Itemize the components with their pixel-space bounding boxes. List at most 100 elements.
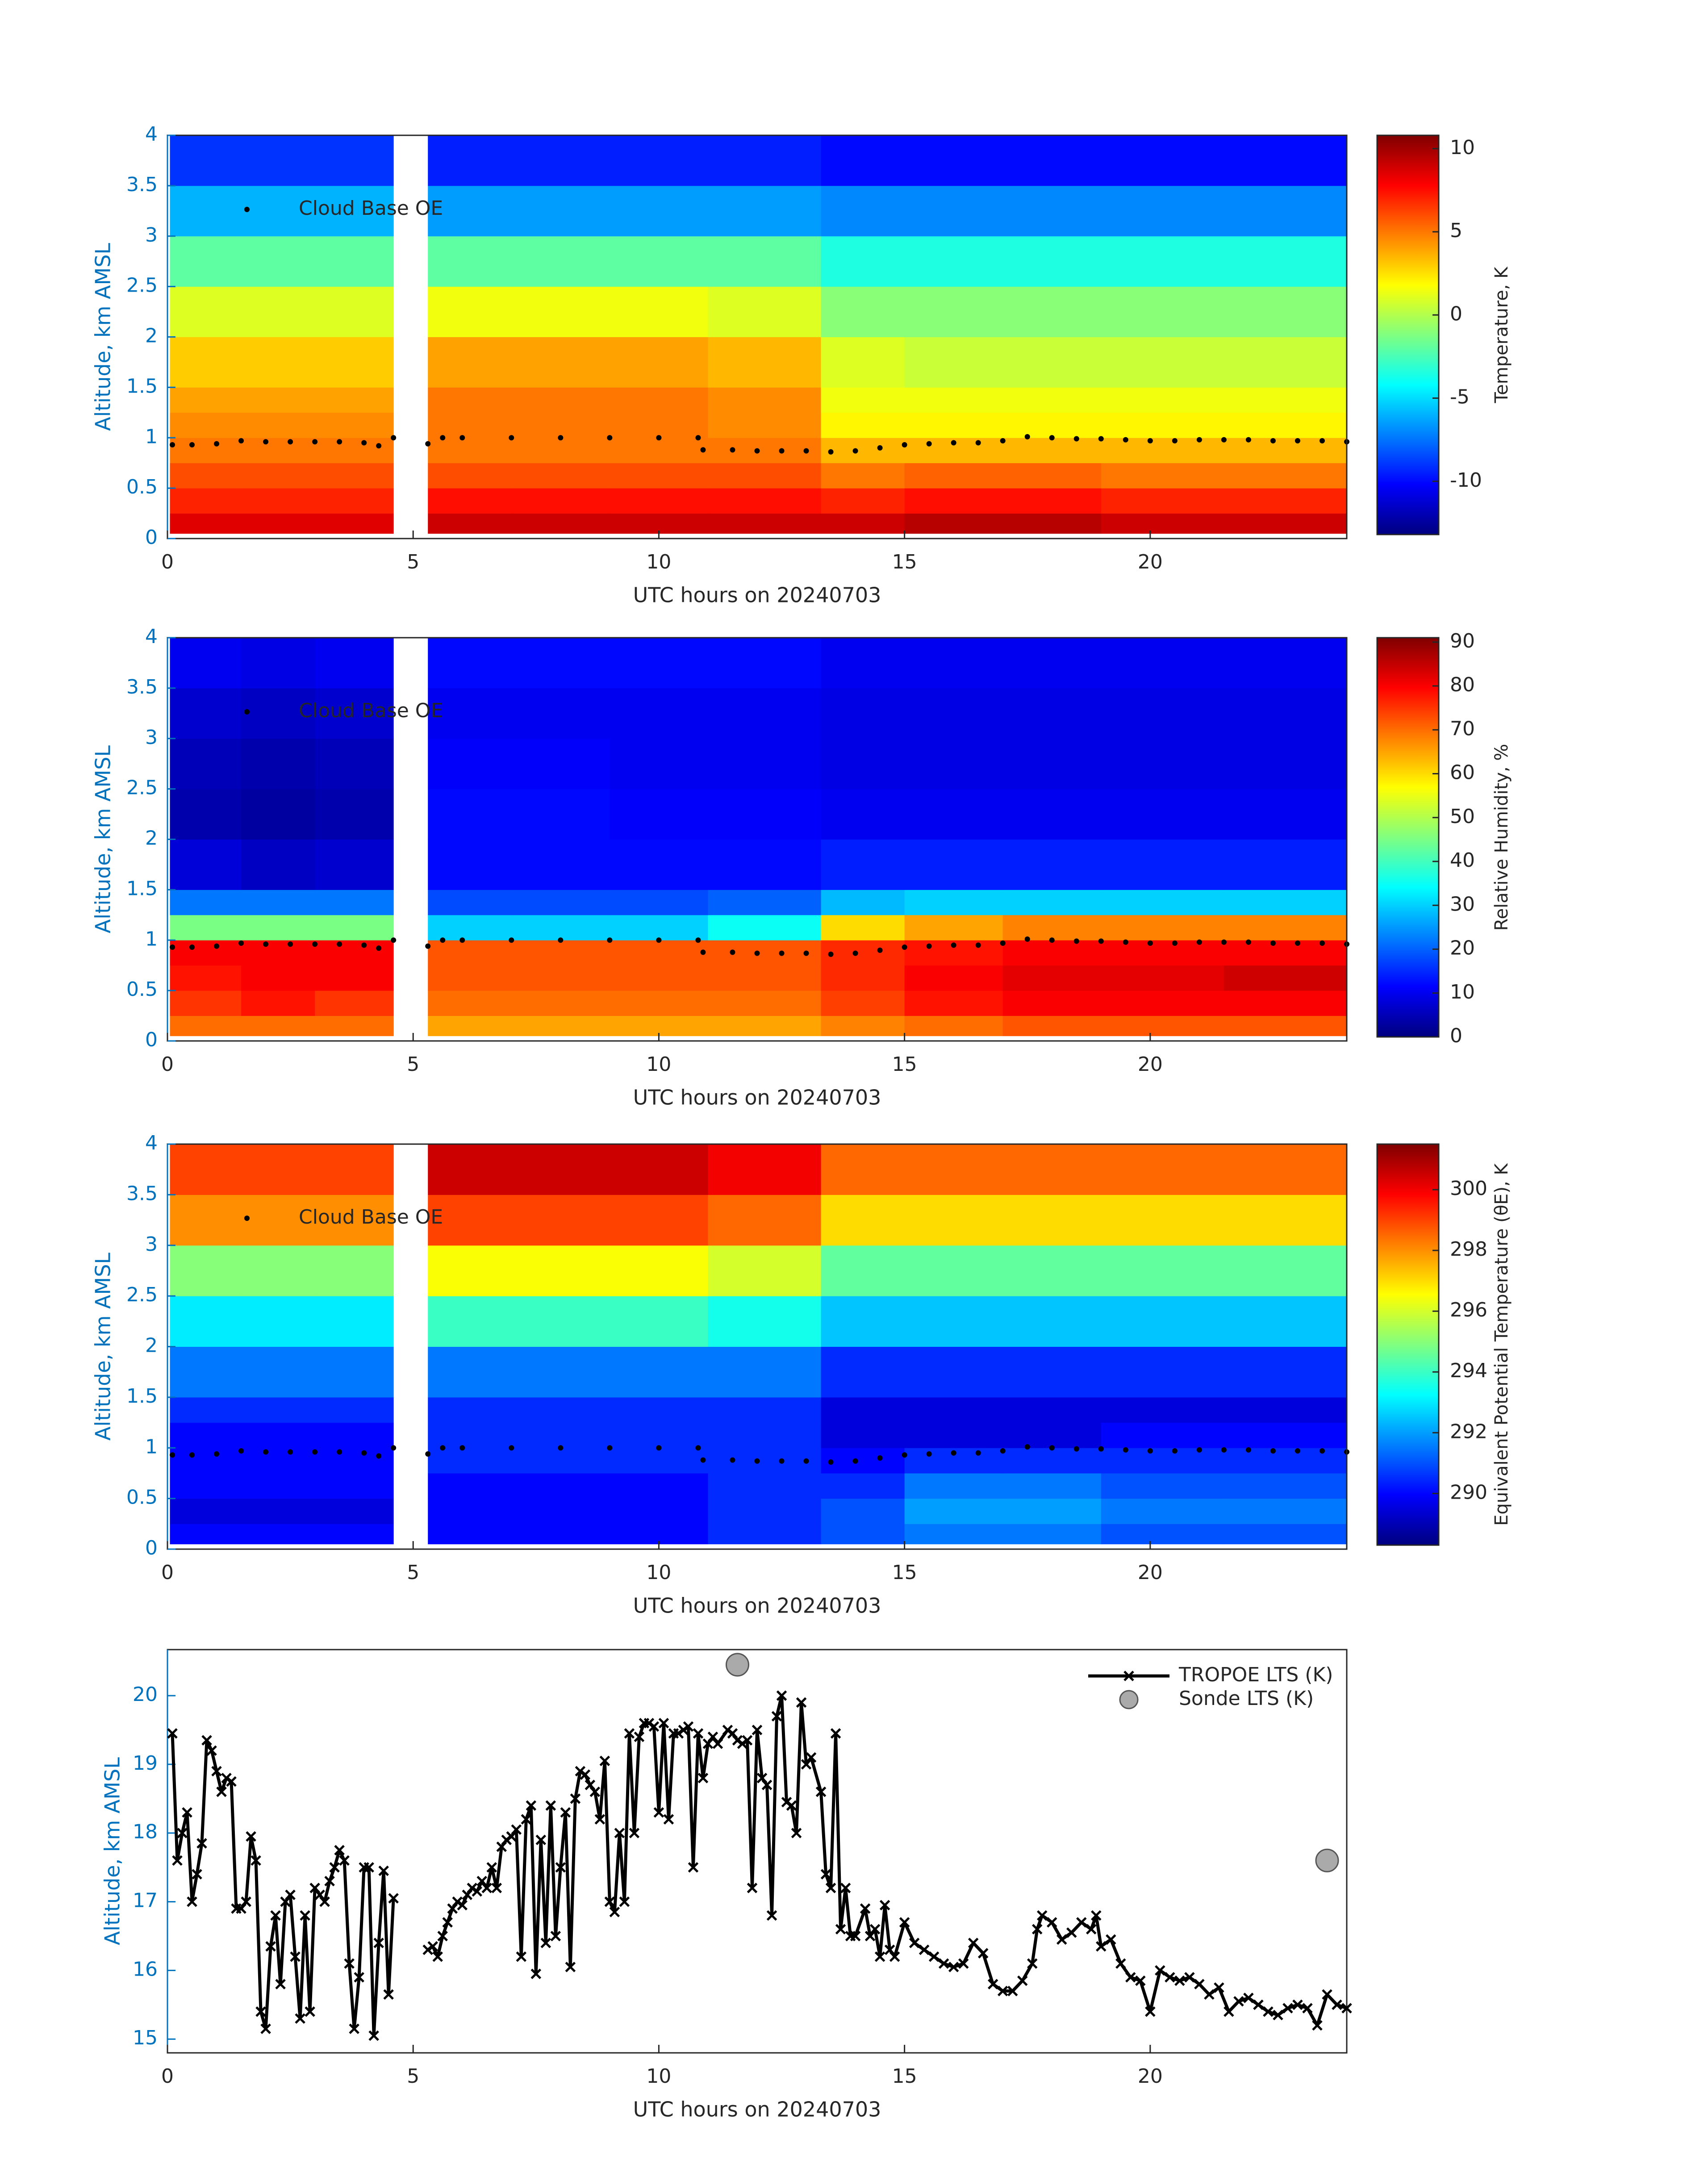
heatmap-cell (170, 688, 242, 739)
heatmap-cell (821, 1473, 905, 1499)
heatmap-cell (1224, 185, 1347, 237)
cloud-base-point (754, 1458, 760, 1464)
heatmap-cell (610, 1524, 708, 1545)
heatmap-cell (315, 135, 394, 186)
heatmap-cell (511, 1296, 610, 1347)
point-marker (1302, 2003, 1313, 2014)
heatmap-cell (610, 965, 708, 991)
heatmap-cell (428, 1144, 512, 1195)
y-tick-label: 3 (145, 224, 158, 247)
point-marker (609, 1906, 620, 1918)
cloud-base-point (1123, 939, 1128, 945)
point-marker (599, 1755, 610, 1766)
heatmap-cell (511, 789, 610, 840)
heatmap-cell (1224, 839, 1347, 890)
point-marker (919, 1944, 930, 1956)
point-marker (756, 1772, 768, 1784)
cloud-base-point (1319, 1448, 1325, 1454)
heatmap-cell (170, 1448, 242, 1474)
y-tick-label: 4 (145, 625, 158, 648)
heatmap-cell (511, 638, 610, 689)
heatmap-cell (821, 513, 905, 534)
heatmap-cell (315, 513, 394, 534)
x-tick-label: 20 (1138, 1561, 1163, 1584)
cloud-base-point (1295, 1448, 1300, 1454)
heatmap-cell (315, 738, 394, 790)
heatmap-cell (511, 387, 610, 413)
heatmap-cell (708, 789, 822, 840)
cloud-base-point (238, 1448, 244, 1454)
heatmap-cell (904, 638, 1003, 689)
cloud-base-point (288, 1449, 293, 1455)
heatmap-cell (708, 1422, 822, 1448)
heatmap-cell (511, 965, 610, 991)
heatmap-cell (904, 965, 1003, 991)
colorbar-tick-label: 90 (1450, 630, 1475, 652)
point-marker (653, 1807, 664, 1818)
heatmap-cell (1002, 135, 1102, 186)
heatmap-cell (904, 463, 1003, 489)
heatmap-cell (1002, 488, 1102, 514)
cloud-base-point (1245, 939, 1251, 945)
colorbar (1376, 134, 1440, 535)
heatmap-cell (1101, 1144, 1224, 1195)
point-marker (211, 1766, 222, 1777)
point-marker (368, 2030, 379, 2041)
heatmap-cell (1224, 990, 1347, 1016)
point-marker (899, 1917, 910, 1928)
cloud-base-point (852, 1458, 858, 1464)
point-marker (1292, 1999, 1303, 2010)
cloud-base-point (1123, 437, 1128, 443)
point-marker (285, 1889, 296, 1900)
point-marker (629, 1827, 640, 1839)
heatmap-cell (241, 1448, 315, 1474)
heatmap-cell (1101, 135, 1224, 186)
heatmap-cell (428, 789, 512, 840)
heatmap-cell (821, 688, 905, 739)
heatmap-cell (821, 1422, 905, 1448)
y-tick-label: 0.5 (126, 1486, 158, 1509)
point-marker (167, 1728, 178, 1739)
heatmap-cell (821, 890, 905, 915)
heatmap-cell (315, 890, 394, 915)
point-marker (236, 1903, 246, 1914)
cloud-base-point (1000, 438, 1006, 444)
cloud-base-point (170, 1452, 175, 1458)
heatmap-cell (904, 789, 1003, 840)
heatmap-cell (1002, 1498, 1102, 1524)
heatmap-cell (708, 286, 822, 337)
heatmap-cell (1101, 438, 1224, 464)
cloud-base-point (337, 439, 342, 445)
heatmap-cell (428, 337, 512, 388)
heatmap-cell (610, 1473, 708, 1499)
heatmap-cell (428, 1448, 512, 1474)
y-tick-label: 17 (133, 1889, 158, 1912)
cloud-base-point (361, 440, 367, 446)
heatmap-cell (241, 1498, 315, 1524)
colorbar-tick-label: 290 (1450, 1481, 1487, 1504)
heatmap-cell (1101, 387, 1224, 413)
point-marker (874, 1951, 885, 1962)
cloud-base-point (1172, 940, 1178, 946)
cloud-base-point (902, 944, 907, 950)
y-tick-label: 0.5 (126, 476, 158, 498)
heatmap-cell (610, 940, 708, 966)
heatmap-cell (708, 513, 822, 534)
point-marker (216, 1786, 227, 1797)
cloud-base-point (852, 950, 858, 956)
point-marker (560, 1807, 571, 1818)
point-marker (314, 1889, 325, 1900)
heatmap-cell (170, 236, 242, 287)
heatmap-cell (511, 1473, 610, 1499)
cloud-base-point (238, 438, 244, 444)
point-marker (344, 1958, 355, 1969)
heatmap-cell (315, 488, 394, 514)
cloud-base-point (1098, 938, 1104, 944)
heatmap-cell (315, 387, 394, 413)
heatmap-cell (821, 1346, 905, 1398)
heatmap-cell (1002, 438, 1102, 464)
heatmap-cell (1224, 1448, 1347, 1474)
heatmap-cell (821, 488, 905, 514)
cloud-base-point (877, 445, 883, 451)
heatmap-cell (1224, 738, 1347, 790)
